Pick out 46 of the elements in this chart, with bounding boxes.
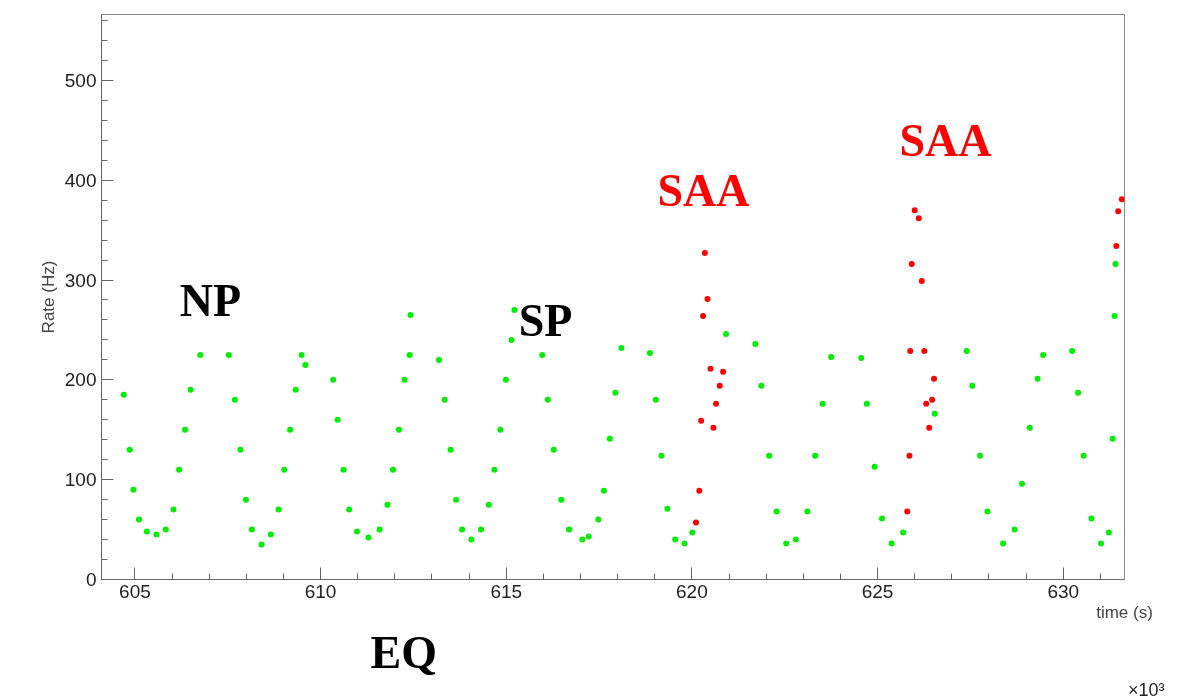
- x-axis-title: time (s): [1096, 602, 1153, 622]
- point: [713, 400, 720, 407]
- point: [700, 312, 707, 319]
- point: [911, 207, 918, 214]
- point: [908, 261, 915, 268]
- point: [906, 452, 913, 459]
- y-tick-label: 200: [64, 369, 97, 391]
- point: [701, 250, 708, 257]
- annotation: NP: [179, 275, 242, 326]
- annotation: SAA: [657, 165, 750, 216]
- point: [704, 296, 711, 302]
- point: [716, 382, 723, 389]
- x-tick-label: 630: [1047, 580, 1080, 602]
- point: [907, 347, 914, 354]
- point: [1115, 208, 1122, 215]
- point: [921, 347, 928, 354]
- text: ×10³: [1127, 679, 1165, 699]
- point: [926, 424, 933, 431]
- point: [931, 375, 938, 382]
- point: [904, 508, 911, 515]
- annotation: SAA: [899, 115, 992, 166]
- x-tick-label: 610: [304, 580, 337, 602]
- x-tick-label: 620: [676, 580, 708, 602]
- point: [707, 365, 714, 372]
- point: [929, 396, 936, 403]
- text: EQ: [370, 626, 437, 678]
- point: [915, 215, 922, 222]
- point: [720, 368, 727, 375]
- y-tick-label: 300: [64, 269, 97, 291]
- point: [698, 417, 705, 424]
- x-tick-label: 605: [119, 580, 151, 602]
- x-tick-label: 615: [490, 580, 523, 602]
- y-tick-label: 500: [64, 69, 97, 91]
- point: [918, 278, 925, 285]
- y-tick-label: 100: [64, 469, 97, 491]
- x-tick-label: 625: [861, 580, 894, 602]
- point: [710, 424, 717, 431]
- point: [692, 519, 699, 526]
- point: [696, 487, 703, 494]
- y-tick-label: 400: [64, 169, 97, 191]
- y-tick-label: 0: [85, 569, 97, 590]
- y-axis-title: Rate (Hz): [38, 260, 58, 334]
- point: [1118, 196, 1125, 203]
- point: [1113, 243, 1120, 250]
- annotation: SP: [518, 295, 573, 346]
- point: [923, 400, 930, 407]
